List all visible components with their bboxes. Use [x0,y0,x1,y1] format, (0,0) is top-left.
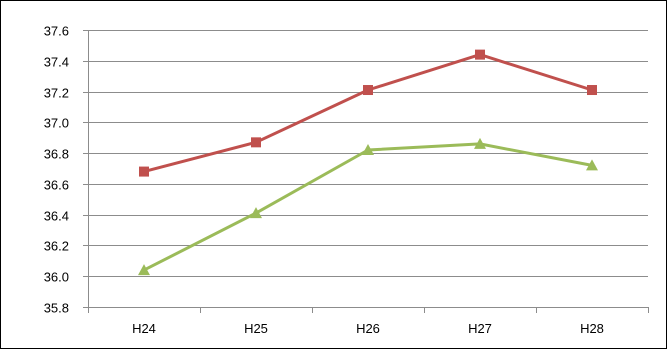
data-point-triangle [474,137,486,149]
data-point-square [139,166,149,177]
data-point-square [251,137,261,148]
x-tick-label: H24 [132,321,156,336]
y-tick-label: 37.0 [44,116,69,131]
data-point-triangle [586,159,598,171]
axes [83,30,649,313]
data-point-square [363,85,373,96]
x-tick-label: H26 [356,321,380,336]
data-point-square [587,85,597,96]
y-tick-label: 37.6 [44,24,69,39]
series-line [143,142,593,272]
x-tick-label: H25 [244,321,268,336]
series-2 [138,137,598,276]
y-tick-label: 36.2 [44,239,69,254]
y-tick-label: 36.8 [44,147,69,162]
y-tick-labels: 35.8 36.0 36.2 36.4 36.6 36.8 37.0 37.2 37.4 37.6 [44,24,69,316]
data-point-square [475,49,485,60]
y-tick-label: 37.2 [44,86,69,101]
data-point-triangle [362,144,374,156]
series [138,49,598,276]
data-point-triangle [138,264,150,276]
y-tick-label: 36.6 [44,178,69,193]
series-1 [139,49,597,177]
y-tick-label: 37.4 [44,55,69,70]
x-tick-label: H27 [468,321,492,336]
y-tick-label: 35.8 [44,301,69,316]
data-point-triangle [250,207,262,219]
x-tick-label: H28 [580,321,604,336]
x-tick-labels: H24 H25 H26 H27 H28 [132,321,604,336]
y-tick-label: 36.0 [44,270,69,285]
y-tick-label: 36.4 [44,209,69,224]
